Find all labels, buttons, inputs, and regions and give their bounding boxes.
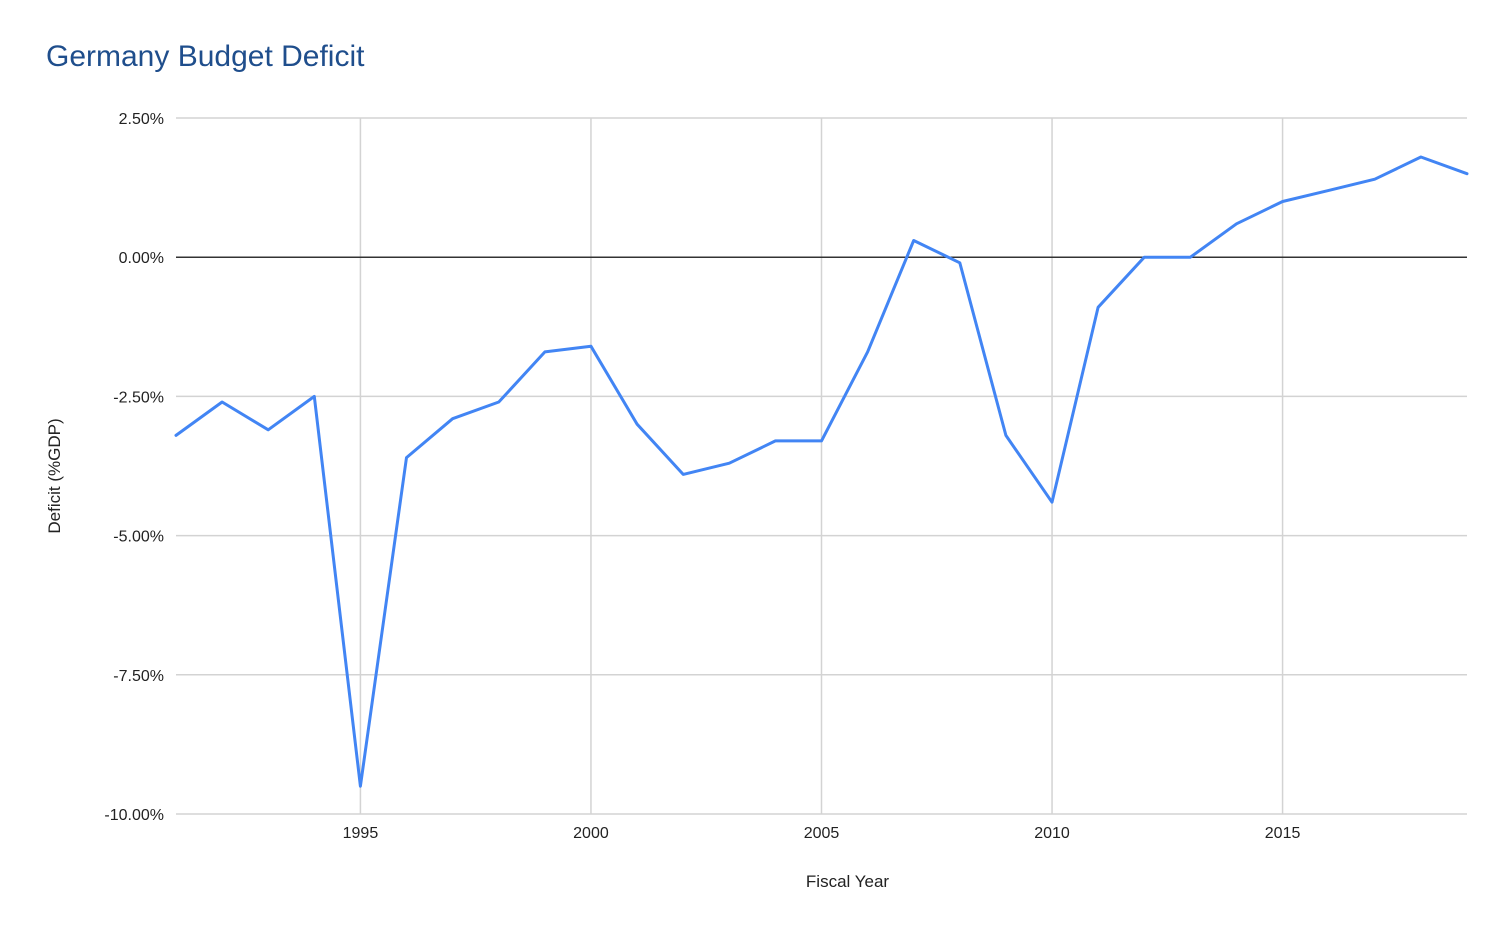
data-point (1327, 188, 1331, 192)
gridlines (176, 117, 1467, 815)
data-point (912, 238, 916, 242)
data-point (1096, 305, 1100, 309)
data-point (1142, 255, 1146, 259)
data-point (543, 350, 547, 354)
data-point (1188, 255, 1192, 259)
data-point (681, 472, 685, 476)
x-tick-label: 1995 (343, 825, 379, 842)
data-point (358, 784, 362, 788)
chart-title: Germany Budget Deficit (46, 40, 365, 73)
y-tick-label: 2.50% (119, 111, 164, 128)
data-point (1373, 177, 1377, 181)
data-point (589, 344, 593, 348)
data-point (1465, 172, 1469, 176)
y-tick-label: -2.50% (113, 389, 164, 406)
data-point (1419, 155, 1423, 159)
data-point (773, 439, 777, 443)
data-point (1050, 500, 1054, 504)
data-point (1281, 200, 1285, 204)
data-point (174, 433, 178, 437)
y-axis-title: Deficit (%GDP) (45, 418, 64, 533)
data-point (1234, 222, 1238, 226)
data-point (820, 439, 824, 443)
data-point (312, 394, 316, 398)
tick-labels: 2.50% 0.00% -2.50% -5.00% -7.50% -10.00% 1995 2… (104, 111, 1300, 842)
y-tick-label: 0.00% (119, 250, 164, 267)
x-tick-label: 2010 (1034, 825, 1070, 842)
y-tick-label: -10.00% (104, 807, 164, 824)
x-tick-label: 2005 (804, 825, 840, 842)
data-point (866, 350, 870, 354)
x-axis-title: Fiscal Year (806, 872, 889, 891)
series-layer (174, 155, 1469, 788)
data-point (727, 461, 731, 465)
series-line (174, 155, 1469, 788)
data-point (497, 400, 501, 404)
data-point (1004, 433, 1008, 437)
y-tick-label: -5.00% (113, 529, 164, 546)
data-point (635, 422, 639, 426)
x-tick-label: 2015 (1265, 825, 1301, 842)
data-point (266, 428, 270, 432)
data-point (220, 400, 224, 404)
data-point (405, 456, 409, 460)
y-tick-label: -7.50% (113, 668, 164, 685)
data-point (958, 261, 962, 265)
x-tick-label: 2000 (573, 825, 609, 842)
data-point (451, 417, 455, 421)
